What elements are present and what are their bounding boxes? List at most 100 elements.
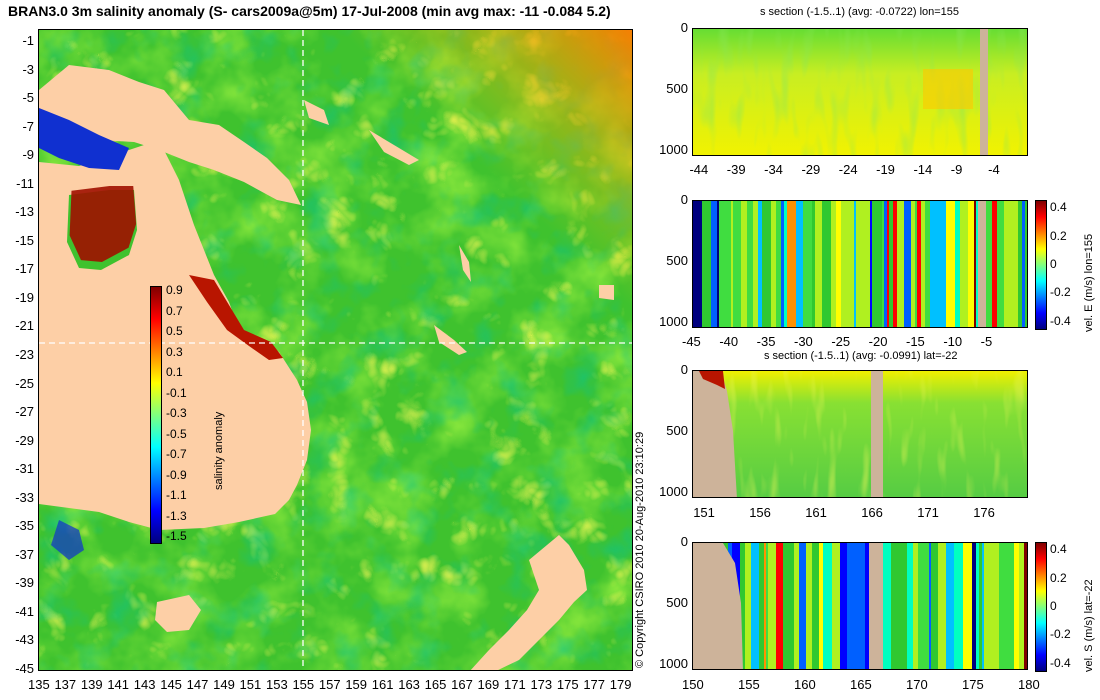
section2-y-axis: 0 500 1000 (650, 192, 690, 329)
section2-velocity-stripe (917, 201, 921, 327)
section4-x-tick: 175 (962, 677, 984, 692)
section2-colorbar-label: vel. E (m/s) lon=155 (1083, 233, 1095, 332)
section4-velocity-stripe (891, 543, 896, 669)
section4-colorbar-tick: 0.4 (1050, 542, 1067, 557)
section1-x-tick: -44 (689, 162, 709, 177)
map-x-tick: 171 (504, 677, 526, 692)
section2-velocity-stripe (870, 201, 872, 327)
map-x-tick: 165 (424, 677, 447, 692)
section3-x-tick: 176 (973, 505, 995, 520)
section3-land (871, 371, 883, 497)
map-colorbar-ticks: 0.9 0.7 0.5 0.3 0.1 -0.1 -0.3 -0.5 -0.7 -0.9 -1.1 -… (166, 283, 206, 543)
map-y-tick: -33 (15, 489, 34, 505)
section4-velocity-stripe (896, 543, 898, 669)
section1-x-tick: -14 (913, 162, 933, 177)
map-y-tick: -9 (22, 147, 34, 163)
map-y-tick: -21 (15, 318, 34, 334)
section4-x-tick: 150 (682, 677, 704, 692)
section4-velocity-stripe (938, 543, 944, 669)
section3-y-tick: 500 (666, 422, 688, 438)
map-y-tick: -13 (15, 204, 34, 220)
section4-velocity-stripe (832, 543, 840, 669)
map-colorbar-tick: 0.1 (166, 365, 183, 379)
section4-velocity-stripe (853, 543, 861, 669)
section4-velocity-stripe (783, 543, 788, 669)
section4-velocity-stripe (883, 543, 891, 669)
section1-title: s section (-1.5..1) (avg: -0.0722) lon=1… (760, 6, 960, 18)
land-new-guinea (39, 65, 301, 205)
section4-velocity-stripe (929, 543, 931, 669)
section4-velocity-stripe (764, 543, 766, 669)
section4-velocity-stripe (799, 543, 806, 669)
section4-colorbar-tick: -0.2 (1050, 627, 1071, 642)
section1-x-tick: -19 (876, 162, 895, 177)
section4-velocity-stripe (976, 543, 979, 669)
section1-x-tick: -34 (764, 162, 783, 177)
map-y-axis: -1 -3 -5 -7 -9 -11 -13 -15 -17 -19 -21 -23 -25 -27 -29… (0, 29, 36, 676)
section4-y-tick: 1000 (659, 655, 688, 671)
section1-y-tick: 1000 (659, 141, 688, 157)
land-new-caledonia (434, 325, 467, 355)
torres-blue-anomaly (39, 108, 129, 170)
section4-colorbar-tick: 0 (1050, 599, 1057, 613)
section2-velocity-stripe (854, 201, 856, 327)
section3-y-tick: 1000 (659, 483, 688, 499)
section2-velocity-stripe (733, 201, 741, 327)
section4-velocity-stripe (806, 543, 812, 669)
section2-colorbar-tick: 0 (1050, 257, 1057, 271)
section2-velocity-stripe (911, 201, 915, 327)
section2-velocity-stripe (856, 201, 862, 327)
section4-plot[interactable] (692, 542, 1028, 670)
map-colorbar (150, 286, 162, 544)
section2-velocity-stripe (693, 201, 702, 327)
section4-x-tick: 170 (906, 677, 928, 692)
section2-velocity-stripe (815, 201, 822, 327)
section2-y-tick: 1000 (659, 313, 688, 329)
section4-velocity-stripe (865, 543, 870, 669)
section2-velocity-stripe (968, 201, 974, 327)
section4-velocity-stripe (979, 543, 982, 669)
map-colorbar-tick: -0.7 (166, 447, 187, 461)
map-colorbar-tick: -1.3 (166, 508, 187, 523)
map-x-axis: 135 137 139 141 143 145 147 149 151 153 155 157 159 1… (28, 677, 633, 697)
section1-plot[interactable] (692, 28, 1028, 156)
map-x-tick: 177 (583, 677, 606, 692)
section3-land-west (693, 371, 737, 497)
section2-velocity-stripe (719, 201, 724, 327)
map-x-tick: 145 (160, 677, 182, 692)
section1-x-axis: -44 -39 -34 -29 -24 -19 -14 -9 -4 (689, 162, 1028, 180)
map-colorbar-label: salinity anomaly (213, 411, 225, 490)
section2-x-tick: -25 (831, 334, 851, 349)
map-x-tick: 169 (477, 677, 500, 692)
map-colorbar-tick: 0.5 (166, 324, 183, 338)
section4-x-tick: 155 (738, 677, 760, 692)
section4-velocity-stripe (926, 543, 929, 669)
section3-x-tick: 156 (749, 505, 771, 520)
section2-velocity-stripe (771, 201, 776, 327)
section1-land (980, 29, 988, 155)
section2-velocity-stripe (884, 201, 887, 327)
section2-velocity-stripe (872, 201, 880, 327)
section2-velocity-stripe (1018, 201, 1022, 327)
section2-velocity-stripe (946, 201, 955, 327)
section3-title: s section (-1.5..1) (avg: -0.0991) lat=-… (764, 350, 958, 362)
section2-velocity-stripe (974, 201, 976, 327)
section3-plot[interactable] (692, 370, 1028, 498)
section4-velocity-stripe (861, 543, 865, 669)
salinity-map[interactable]: 0.9 0.7 0.5 0.3 0.1 -0.1 -0.3 -0.5 -0.7 -0.9 -1.1 -… (38, 29, 633, 671)
map-y-tick: -35 (15, 518, 34, 534)
section1-x-tick: -4 (988, 162, 1000, 177)
section2-x-tick: -40 (719, 334, 739, 349)
map-colorbar-tick: 0.7 (166, 303, 183, 318)
map-x-tick: 167 (451, 677, 473, 692)
section3-x-axis: 151 156 161 166 171 176 (692, 505, 1028, 523)
map-colorbar-tick: -0.5 (166, 426, 187, 441)
section4-velocity-stripe (745, 543, 751, 669)
section2-velocity-stripe (846, 201, 854, 327)
section2-velocity-stripe (925, 201, 930, 327)
section2-velocity-stripe (741, 201, 747, 327)
section4-velocity-stripe (1014, 543, 1019, 669)
section3-x-tick: 161 (805, 505, 827, 520)
section2-plot[interactable] (692, 200, 1028, 328)
section4-velocity-stripe (751, 543, 759, 669)
